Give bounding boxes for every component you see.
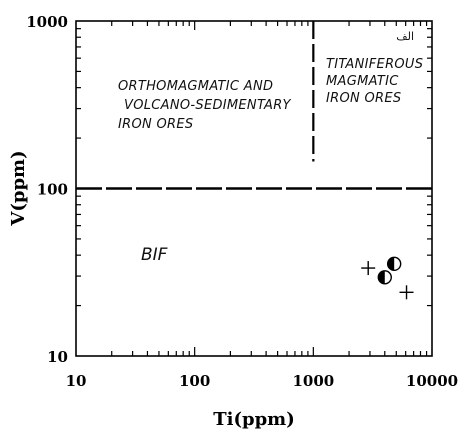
x-tick-label: 1000 — [292, 372, 334, 390]
corner-tag: الف — [396, 30, 414, 43]
y-tick-label: 10 — [47, 348, 68, 366]
x-tick-label: 10 — [66, 372, 87, 390]
x-tick-label: 100 — [179, 372, 210, 390]
field-label-line: IRON ORES — [326, 91, 401, 106]
field-label-bif: BIF — [141, 245, 168, 265]
tick-marks — [76, 21, 432, 356]
y-axis-title: V(ppm) — [8, 150, 29, 226]
field-boundaries — [76, 21, 432, 190]
field-labels: ORTHOMAGMATIC AND VOLCANO-SEDIMENTARY IRON… — [118, 57, 423, 265]
field-label-line: VOLCANO-SEDIMENTARY — [124, 98, 292, 113]
field-label-line: MAGMATIC — [326, 74, 399, 89]
field-label-line: ORTHOMAGMATIC AND — [118, 79, 273, 94]
field-label-line: BIF — [141, 245, 168, 265]
half-filled-circle-marker — [386, 256, 402, 272]
x-axis-title: Ti(ppm) — [213, 409, 294, 430]
circle-half-fill — [378, 270, 385, 284]
field-label-line: TITANIFEROUS — [326, 57, 423, 72]
half-filled-circle-marker — [377, 270, 392, 285]
field-label-line: IRON ORES — [118, 117, 193, 132]
x-tick-label: 10000 — [406, 372, 458, 390]
plus-marker — [361, 261, 376, 276]
y-tick-label: 100 — [37, 181, 68, 199]
y-tick-label: 1000 — [26, 13, 68, 31]
field-label-orthomagmatic: ORTHOMAGMATIC AND VOLCANO-SEDIMENTARY IRON… — [118, 79, 292, 132]
data-points — [361, 256, 414, 300]
tick-labels: 10 100 1000 10000 10 100 1000 — [26, 13, 458, 390]
circle-half-fill — [387, 257, 395, 271]
field-label-titaniferous: TITANIFEROUS MAGMATIC IRON ORES — [326, 57, 423, 106]
plus-marker — [399, 285, 414, 300]
